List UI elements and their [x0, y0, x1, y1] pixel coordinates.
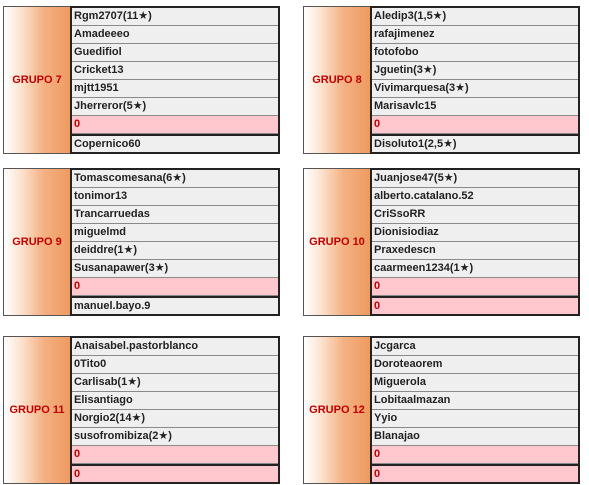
member-cell[interactable]: deiddre(1★)	[72, 242, 278, 260]
group-label: GRUPO 10	[303, 168, 370, 316]
member-cell[interactable]: Susanapawer(3★)	[72, 260, 278, 278]
group-label: GRUPO 7	[3, 6, 70, 154]
member-cell[interactable]: Juanjose47(5★)	[372, 170, 578, 188]
group-members: Juanjose47(5★) alberto.catalano.52 CriSsoR…	[370, 168, 580, 316]
member-cell[interactable]: Rgm2707(11★)	[72, 8, 278, 26]
member-cell[interactable]: Tomascomesana(6★)	[72, 170, 278, 188]
member-cell[interactable]: Jcgarca	[372, 338, 578, 356]
member-cell[interactable]: alberto.catalano.52	[372, 188, 578, 206]
member-cell[interactable]: miguelmd	[72, 224, 278, 242]
group-block-11: GRUPO 11 Anaisabel.pastorblanco 0Tito0 Car…	[3, 336, 280, 484]
member-cell[interactable]: Norgio2(14★)	[72, 410, 278, 428]
group-members: Tomascomesana(6★) tonimor13 Trancarruedas m…	[70, 168, 280, 316]
group-block-8: GRUPO 8 Aledip3(1,5★) rafajimenez fotofobo…	[303, 6, 580, 154]
member-cell[interactable]: Praxedescn	[372, 242, 578, 260]
member-cell[interactable]: Aledip3(1,5★)	[372, 8, 578, 26]
member-cell[interactable]: caarmeen1234(1★)	[372, 260, 578, 278]
member-cell[interactable]: Doroteaorem	[372, 356, 578, 374]
member-cell[interactable]: Carlisab(1★)	[72, 374, 278, 392]
member-cell[interactable]: manuel.bayo.9	[72, 296, 278, 314]
member-cell[interactable]: Blanajao	[372, 428, 578, 446]
member-cell[interactable]: Vivimarquesa(3★)	[372, 80, 578, 98]
member-cell[interactable]: Cricket13	[72, 62, 278, 80]
member-cell[interactable]: 0Tito0	[72, 356, 278, 374]
group-block-12: GRUPO 12 Jcgarca Doroteaorem Miguerola Lobi…	[303, 336, 580, 484]
member-cell[interactable]: Lobitaalmazan	[372, 392, 578, 410]
member-cell[interactable]: susofromibiza(2★)	[72, 428, 278, 446]
group-members: Rgm2707(11★) Amadeeeo Guedifiol Cricket13 mj…	[70, 6, 280, 154]
member-cell[interactable]: Trancarruedas	[72, 206, 278, 224]
member-cell[interactable]: Dionisiodiaz	[372, 224, 578, 242]
empty-member-cell[interactable]: 0	[372, 296, 578, 314]
member-cell[interactable]: fotofobo	[372, 44, 578, 62]
member-cell[interactable]: Amadeeeo	[72, 26, 278, 44]
member-cell[interactable]: Jguetin(3★)	[372, 62, 578, 80]
member-cell[interactable]: Copernico60	[72, 134, 278, 152]
group-block-7: GRUPO 7 Rgm2707(11★) Amadeeeo Guedifiol Cri…	[3, 6, 280, 154]
group-members: Jcgarca Doroteaorem Miguerola Lobitaalmazan…	[370, 336, 580, 484]
member-cell[interactable]: Elisantiago	[72, 392, 278, 410]
empty-member-cell[interactable]: 0	[72, 446, 278, 464]
empty-member-cell[interactable]: 0	[372, 278, 578, 296]
group-label: GRUPO 8	[303, 6, 370, 154]
empty-member-cell[interactable]: 0	[72, 464, 278, 482]
member-cell[interactable]: Jherreror(5★)	[72, 98, 278, 116]
member-cell[interactable]: tonimor13	[72, 188, 278, 206]
group-label: GRUPO 12	[303, 336, 370, 484]
member-cell[interactable]: Disoluto1(2,5★)	[372, 134, 578, 152]
group-members: Anaisabel.pastorblanco 0Tito0 Carlisab(1★)…	[70, 336, 280, 484]
empty-member-cell[interactable]: 0	[72, 116, 278, 134]
group-label: GRUPO 11	[3, 336, 70, 484]
member-cell[interactable]: mjtt1951	[72, 80, 278, 98]
group-block-9: GRUPO 9 Tomascomesana(6★) tonimor13 Tranca…	[3, 168, 280, 316]
empty-member-cell[interactable]: 0	[372, 464, 578, 482]
group-members: Aledip3(1,5★) rafajimenez fotofobo Jguetin(…	[370, 6, 580, 154]
member-cell[interactable]: Miguerola	[372, 374, 578, 392]
member-cell[interactable]: Anaisabel.pastorblanco	[72, 338, 278, 356]
member-cell[interactable]: Yyio	[372, 410, 578, 428]
group-label: GRUPO 9	[3, 168, 70, 316]
group-block-10: GRUPO 10 Juanjose47(5★) alberto.catalano.…	[303, 168, 580, 316]
member-cell[interactable]: Marisavlc15	[372, 98, 578, 116]
empty-member-cell[interactable]: 0	[72, 278, 278, 296]
empty-member-cell[interactable]: 0	[372, 446, 578, 464]
empty-member-cell[interactable]: 0	[372, 116, 578, 134]
member-cell[interactable]: Guedifiol	[72, 44, 278, 62]
member-cell[interactable]: rafajimenez	[372, 26, 578, 44]
member-cell[interactable]: CriSsoRR	[372, 206, 578, 224]
